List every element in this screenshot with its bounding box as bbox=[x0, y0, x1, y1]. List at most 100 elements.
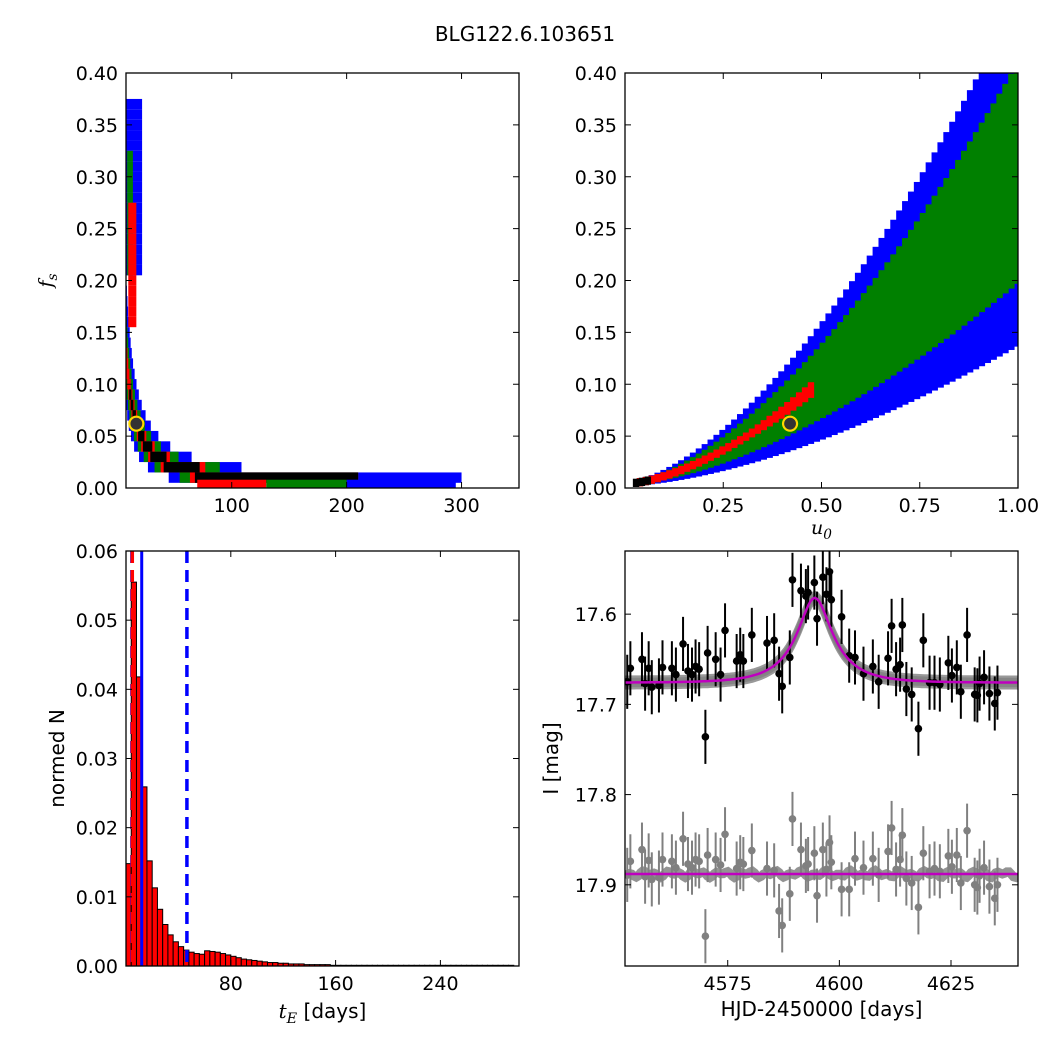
density-cell-green bbox=[966, 141, 974, 322]
model-curve bbox=[625, 596, 1018, 684]
data-point bbox=[732, 864, 741, 873]
histogram-bar bbox=[235, 957, 242, 966]
x-tick-label: 160 bbox=[317, 973, 353, 995]
y-tick-label: 0.30 bbox=[575, 167, 617, 189]
data-point bbox=[638, 655, 646, 664]
fs-vs-te-panel: 100 200 300 0.00 0.05 0.10 0.15 0.20 0.25 0.30 0.3… bbox=[35, 63, 520, 517]
y-tick-label: 0.04 bbox=[76, 679, 118, 701]
density-cell-red bbox=[772, 411, 779, 423]
plot-content bbox=[625, 551, 1018, 964]
density-cell-red bbox=[790, 397, 797, 411]
data-point bbox=[688, 670, 696, 679]
data-point bbox=[770, 636, 778, 645]
density-cell-red bbox=[766, 415, 773, 427]
density-tail-green bbox=[266, 479, 347, 488]
axes-frame bbox=[125, 72, 520, 489]
density-cell-blue bbox=[126, 150, 143, 162]
data-point bbox=[859, 863, 868, 872]
y-axis-label: fs bbox=[35, 273, 61, 289]
density-cell-red bbox=[795, 392, 803, 407]
density-cell-green bbox=[813, 349, 821, 422]
density-cell-red bbox=[678, 465, 685, 475]
data-point bbox=[716, 861, 725, 869]
data-point bbox=[944, 659, 953, 667]
density-cell-black bbox=[138, 430, 145, 442]
data-point bbox=[919, 849, 928, 858]
data-point bbox=[668, 857, 676, 866]
data-point bbox=[813, 614, 821, 623]
data-point bbox=[874, 678, 883, 686]
density-cell-red bbox=[648, 475, 655, 484]
data-point bbox=[703, 649, 712, 657]
density-cell-red bbox=[742, 432, 750, 441]
density-cell-red bbox=[126, 358, 129, 369]
data-point bbox=[695, 857, 703, 866]
plot-content bbox=[126, 98, 462, 488]
data-point bbox=[902, 874, 911, 883]
density-cell-green bbox=[127, 181, 133, 193]
data-point bbox=[788, 576, 797, 584]
density-cell-red bbox=[128, 264, 137, 276]
density-cell-green bbox=[913, 221, 921, 360]
data-point bbox=[644, 664, 653, 673]
histogram-bar bbox=[151, 887, 158, 966]
density-cell-red bbox=[126, 347, 128, 359]
data-point bbox=[822, 590, 831, 599]
density-cell-blue bbox=[126, 171, 143, 182]
density-cell-red bbox=[707, 452, 714, 461]
density-cell-green bbox=[890, 254, 897, 376]
density-cell-red bbox=[731, 439, 738, 448]
data-point bbox=[658, 855, 667, 864]
density-cell-green bbox=[878, 270, 885, 384]
x-tick-label: 100 bbox=[214, 495, 250, 517]
density-cell-red bbox=[695, 458, 703, 467]
density-cell-green bbox=[866, 285, 874, 391]
data-point bbox=[907, 690, 916, 699]
density-cell-green bbox=[819, 342, 826, 419]
histogram-bar bbox=[246, 959, 253, 966]
data-point bbox=[963, 826, 971, 835]
data-point bbox=[701, 733, 710, 741]
density-cell-red bbox=[128, 275, 137, 286]
density-cell-red bbox=[725, 443, 732, 452]
axes-frame bbox=[624, 550, 1019, 967]
te-histogram-panel: 80 160 240 0.00 0.01 0.02 0.03 0.04 0.05 0.06 norm… bbox=[45, 541, 520, 1027]
data-point bbox=[957, 687, 965, 696]
data-point bbox=[884, 654, 892, 663]
y-tick-label: 17.8 bbox=[575, 785, 617, 807]
y-tick-label: 0.15 bbox=[575, 322, 617, 344]
density-cell-black bbox=[638, 477, 646, 487]
data-point bbox=[948, 862, 956, 871]
density-cell-black bbox=[130, 399, 134, 411]
data-point bbox=[732, 657, 741, 665]
data-point bbox=[822, 865, 831, 874]
density-cell-green bbox=[972, 132, 980, 317]
density-cell-red bbox=[128, 244, 137, 255]
data-point bbox=[902, 685, 911, 693]
histogram-bar bbox=[230, 955, 237, 966]
data-point bbox=[721, 626, 729, 635]
density-cell-red bbox=[654, 473, 661, 483]
data-point bbox=[739, 657, 748, 665]
data-point bbox=[953, 663, 961, 672]
histogram-bar bbox=[209, 950, 216, 966]
histogram-bar bbox=[225, 954, 232, 966]
density-cell-red bbox=[701, 455, 709, 464]
histogram-bar bbox=[204, 950, 211, 966]
density-cell-green bbox=[1002, 83, 1009, 294]
data-point bbox=[711, 855, 720, 864]
histogram-bar bbox=[240, 958, 248, 966]
histogram-bar bbox=[167, 934, 174, 966]
data-point bbox=[804, 588, 812, 597]
data-point bbox=[827, 858, 836, 867]
y-tick-label: 17.9 bbox=[575, 875, 617, 897]
density-cell-green bbox=[127, 150, 133, 162]
data-point bbox=[953, 851, 961, 859]
data-point bbox=[869, 662, 877, 671]
axes-frame bbox=[624, 72, 1019, 489]
histogram-bar bbox=[177, 946, 185, 966]
y-axis-label: I [mag] bbox=[539, 722, 563, 794]
density-cell-black bbox=[142, 441, 153, 452]
density-cell-green bbox=[1008, 73, 1015, 289]
x-tick-label: 80 bbox=[219, 973, 243, 995]
